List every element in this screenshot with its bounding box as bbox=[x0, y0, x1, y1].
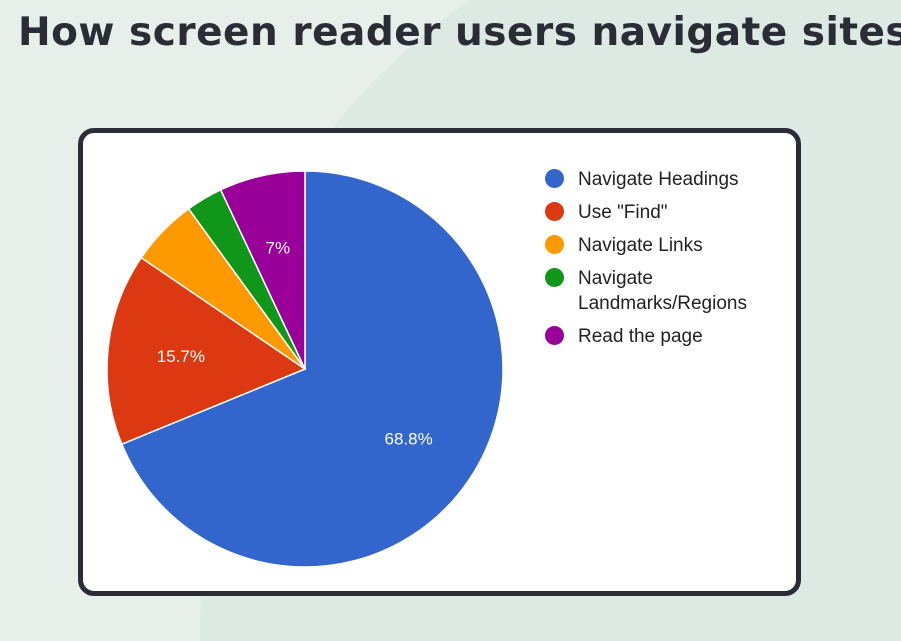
chart-card: 68.8% 15.7% 7% Navigate Headings Use "Find"… bbox=[78, 128, 801, 596]
pie-chart: 68.8% 15.7% 7% bbox=[106, 170, 504, 568]
legend-swatch-icon bbox=[545, 268, 564, 287]
legend-label: Use "Find" bbox=[578, 202, 668, 223]
legend-label: Navigate Headings bbox=[578, 169, 739, 190]
pie-slice bbox=[106, 256, 307, 446]
slice-data-label: 68.8% bbox=[384, 430, 432, 449]
chart-legend: Navigate Headings Use "Find" Navigate Link… bbox=[545, 167, 795, 357]
legend-label: Navigate Links bbox=[578, 235, 703, 256]
legend-item: Navigate Landmarks/Regions bbox=[545, 266, 795, 316]
legend-label: Read the page bbox=[578, 326, 703, 347]
page-title: How screen reader users navigate sites bbox=[18, 10, 901, 55]
legend-item: Navigate Links bbox=[545, 233, 795, 258]
slice-data-label: 15.7% bbox=[157, 347, 205, 366]
legend-swatch-icon bbox=[545, 326, 564, 345]
legend-item: Read the page bbox=[545, 324, 795, 349]
legend-swatch-icon bbox=[545, 235, 564, 254]
legend-label: Navigate Landmarks/Regions bbox=[578, 268, 747, 314]
pie-slice bbox=[219, 170, 306, 370]
legend-item: Use "Find" bbox=[545, 200, 795, 225]
legend-swatch-icon bbox=[545, 169, 564, 188]
legend-item: Navigate Headings bbox=[545, 167, 795, 192]
legend-swatch-icon bbox=[545, 202, 564, 221]
slice-data-label: 7% bbox=[266, 238, 291, 257]
pie-slice bbox=[120, 170, 504, 568]
